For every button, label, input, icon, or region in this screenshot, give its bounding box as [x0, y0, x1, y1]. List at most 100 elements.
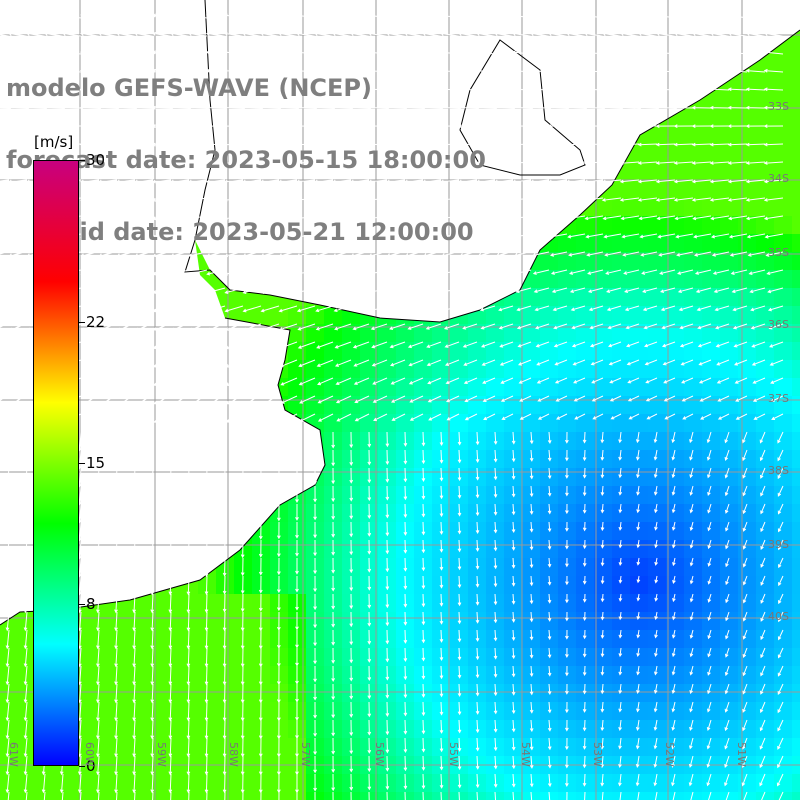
wind-arrow — [653, 485, 658, 496]
wind-arrow — [385, 683, 390, 699]
wind-arrow — [421, 179, 442, 184]
wind-arrow — [742, 701, 748, 713]
wind-arrow — [116, 323, 136, 331]
wind-arrow — [367, 665, 372, 682]
wind-speed-cell — [234, 594, 253, 613]
wind-arrow — [730, 269, 748, 275]
wind-arrow — [745, 13, 766, 19]
title-model: modelo GEFS-WAVE (NCEP) — [6, 74, 372, 102]
wind-arrow — [204, 539, 209, 560]
wind-arrow — [385, 521, 390, 537]
wind-arrow — [618, 503, 623, 514]
wind-arrow — [425, 305, 442, 312]
wind-speed-cell — [144, 630, 163, 649]
wind-arrow — [295, 124, 316, 129]
wind-arrow — [295, 539, 299, 557]
wind-arrow — [493, 215, 514, 221]
wind-speed-cell — [792, 342, 800, 361]
wind-arrow — [493, 50, 514, 55]
wind-arrow — [7, 13, 28, 19]
wind-arrow — [80, 287, 100, 294]
wind-arrow — [421, 683, 426, 698]
wind-arrow — [654, 629, 658, 639]
wind-speed-cell — [738, 720, 757, 739]
wind-arrow — [439, 665, 444, 680]
wind-arrow — [223, 105, 244, 110]
wind-arrow — [204, 629, 209, 650]
wind-speed-cell — [270, 666, 289, 685]
wind-speed-cell — [792, 540, 800, 559]
wind-arrow — [115, 105, 136, 110]
wind-speed-cell — [792, 720, 800, 739]
wind-arrow — [114, 737, 118, 758]
wind-arrow — [759, 467, 766, 479]
wind-speed-cell — [612, 414, 631, 433]
wind-arrow — [745, 87, 766, 92]
wind-arrow — [493, 87, 514, 92]
wind-speed-cell — [576, 450, 595, 469]
wind-arrow — [537, 395, 550, 402]
wind-speed-cell — [162, 774, 181, 793]
wind-arrow — [745, 179, 766, 184]
wind-arrow — [582, 431, 587, 444]
wind-arrow — [354, 395, 370, 404]
wind-arrow — [186, 575, 191, 596]
wind-arrow — [724, 701, 730, 713]
wind-arrow — [582, 737, 587, 750]
wind-arrow — [186, 557, 191, 578]
wind-arrow — [5, 611, 10, 632]
wind-arrow — [7, 179, 28, 184]
wind-arrow — [654, 575, 659, 584]
wind-arrow — [170, 305, 190, 313]
wind-speed-cell — [342, 342, 361, 361]
wind-arrow — [589, 323, 604, 330]
wind-speed-cell — [738, 666, 757, 685]
wind-arrow — [242, 269, 262, 276]
wind-arrow — [133, 105, 154, 110]
wind-arrow — [457, 593, 462, 607]
wind-arrow — [619, 50, 640, 55]
wind-arrow — [295, 449, 299, 468]
wind-arrow — [259, 13, 280, 19]
wind-speed-cell — [738, 648, 757, 667]
wind-speed-cell — [576, 306, 595, 325]
wind-arrow — [223, 215, 244, 221]
wind-arrow — [439, 449, 444, 464]
wind-speed-cell — [666, 162, 685, 181]
wind-arrow — [724, 485, 730, 497]
wind-speed-cell — [774, 378, 793, 397]
wind-arrow — [656, 215, 676, 221]
wind-arrow — [565, 611, 569, 622]
wind-speed-cell — [756, 594, 775, 613]
wind-arrow — [460, 269, 478, 276]
wind-speed-cell — [612, 648, 631, 667]
wind-speed-cell — [288, 648, 307, 667]
wind-arrow — [187, 233, 208, 239]
wind-arrow — [204, 737, 209, 758]
wind-speed-cell — [666, 648, 685, 667]
wind-arrow — [565, 521, 569, 532]
wind-arrow — [403, 539, 408, 554]
wind-speed-cell — [522, 396, 541, 415]
wind-arrow — [133, 161, 154, 165]
wind-arrow — [537, 413, 550, 420]
wind-arrow — [421, 773, 426, 790]
wind-arrow — [759, 701, 766, 714]
wind-arrow — [331, 233, 352, 239]
wind-arrow — [763, 32, 784, 37]
wind-arrow — [680, 359, 694, 366]
colorbar-tick — [79, 321, 85, 323]
wind-arrow — [313, 503, 317, 521]
wind-speed-cell — [792, 576, 800, 595]
wind-arrow — [475, 521, 480, 534]
wind-speed-cell — [594, 720, 613, 739]
wind-arrow — [97, 233, 118, 239]
wind-arrow — [565, 683, 569, 695]
wind-arrow — [515, 287, 532, 294]
wind-arrow — [96, 611, 100, 632]
wind-arrow — [618, 485, 623, 496]
wind-arrow — [493, 719, 498, 733]
wind-arrow — [635, 737, 640, 750]
wind-speed-cell — [702, 522, 721, 541]
wind-speed-cell — [666, 450, 685, 469]
